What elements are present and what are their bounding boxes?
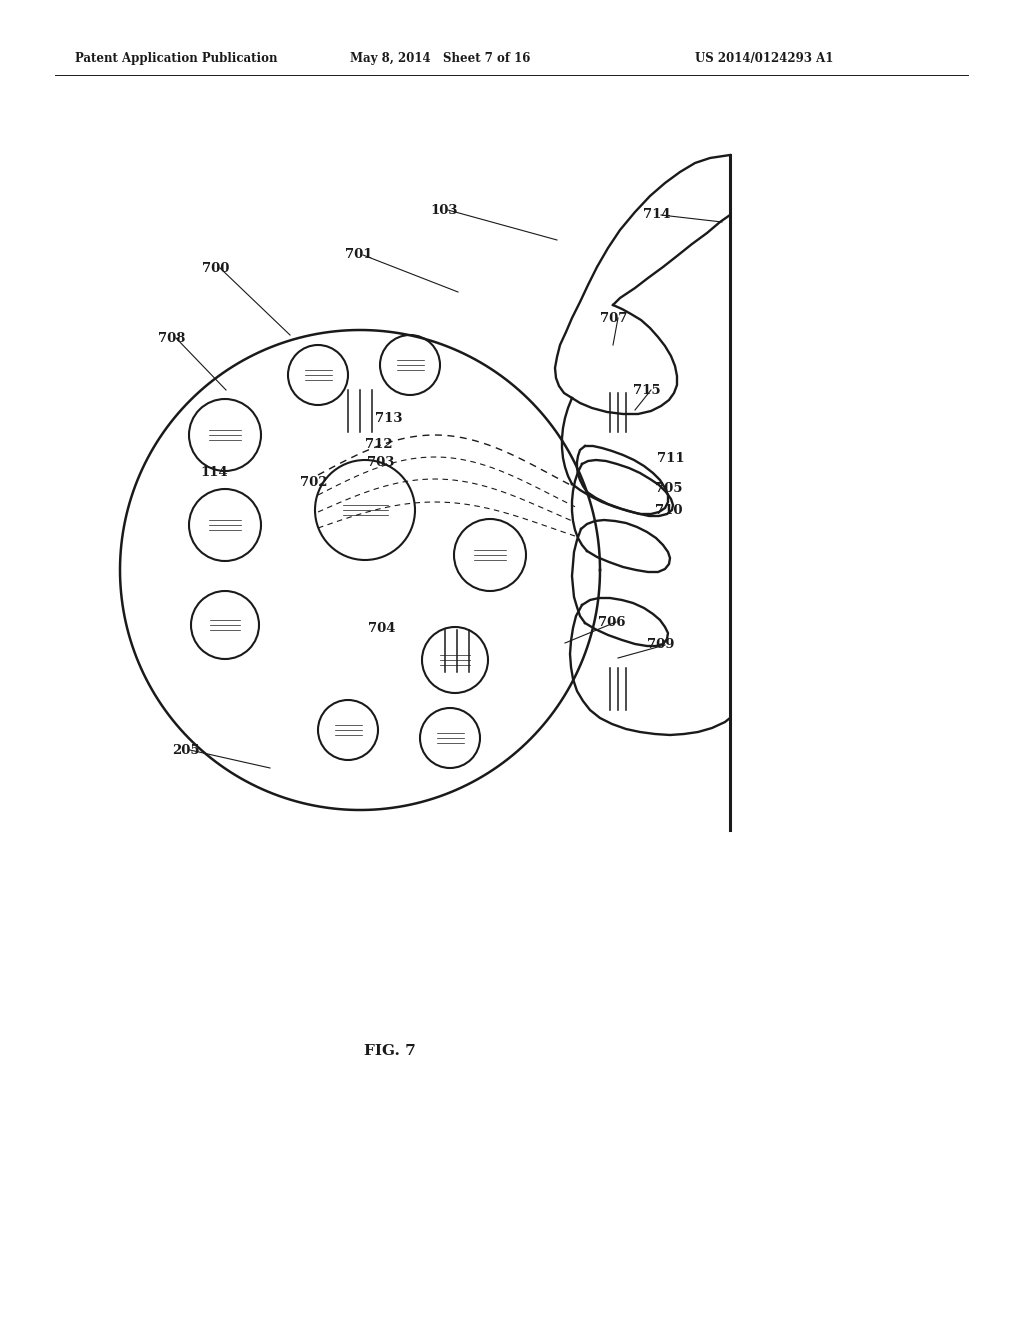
Text: 703: 703 bbox=[367, 455, 394, 469]
Text: 708: 708 bbox=[158, 331, 185, 345]
Text: 711: 711 bbox=[657, 451, 685, 465]
Text: 713: 713 bbox=[375, 412, 402, 425]
Text: 706: 706 bbox=[598, 615, 626, 628]
Text: 705: 705 bbox=[655, 482, 683, 495]
Text: 710: 710 bbox=[655, 503, 683, 516]
Text: 714: 714 bbox=[643, 209, 671, 222]
Text: Patent Application Publication: Patent Application Publication bbox=[75, 51, 278, 65]
Text: 701: 701 bbox=[345, 248, 373, 261]
Text: FIG. 7: FIG. 7 bbox=[365, 1044, 416, 1059]
Text: 712: 712 bbox=[365, 438, 392, 451]
Text: 702: 702 bbox=[300, 475, 328, 488]
Text: 704: 704 bbox=[368, 622, 395, 635]
Text: US 2014/0124293 A1: US 2014/0124293 A1 bbox=[695, 51, 834, 65]
Text: 715: 715 bbox=[633, 384, 660, 396]
Text: 205: 205 bbox=[172, 743, 200, 756]
Text: May 8, 2014   Sheet 7 of 16: May 8, 2014 Sheet 7 of 16 bbox=[350, 51, 530, 65]
Text: 709: 709 bbox=[647, 639, 675, 652]
Text: 707: 707 bbox=[600, 312, 628, 325]
Text: 114: 114 bbox=[200, 466, 227, 479]
Text: 103: 103 bbox=[430, 203, 458, 216]
Text: 700: 700 bbox=[202, 261, 229, 275]
